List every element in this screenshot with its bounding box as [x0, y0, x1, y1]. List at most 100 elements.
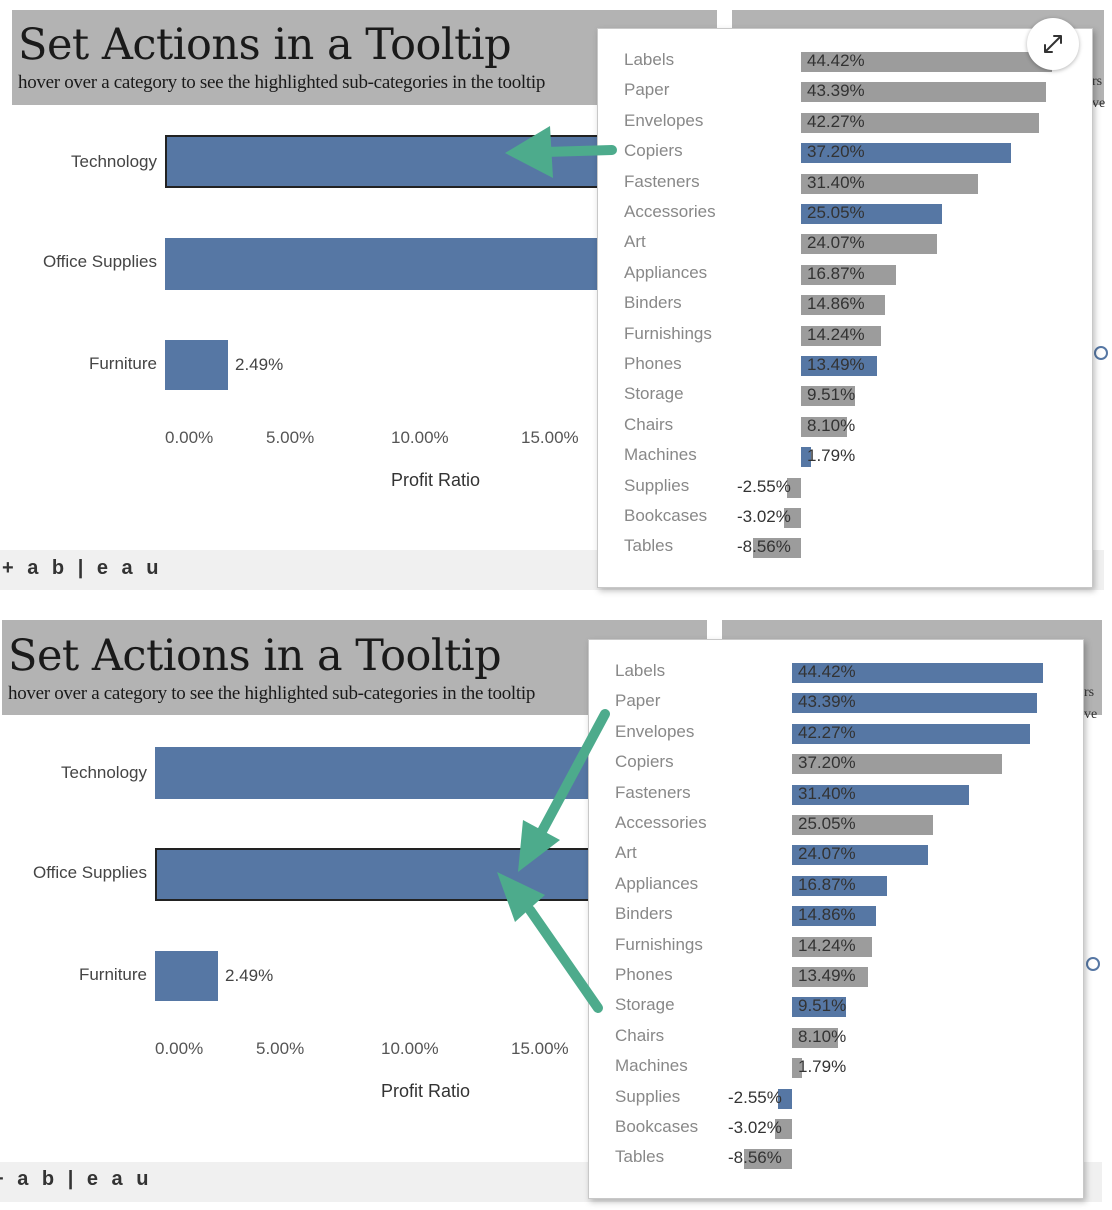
tooltip-value-label: 37.20%: [807, 142, 865, 162]
tooltip-bar[interactable]: [801, 264, 897, 285]
tooltip-row[interactable]: Furnishings 14.24%: [589, 932, 1083, 962]
tooltip-row[interactable]: Bookcases -3.02%: [589, 1114, 1083, 1144]
tooltip-bar[interactable]: [792, 663, 1043, 683]
tooltip-bar[interactable]: [774, 1119, 792, 1139]
axis-tick: 15.00%: [521, 428, 579, 447]
tooltip-bar[interactable]: [792, 875, 888, 896]
category-label-technology[interactable]: Technology: [70, 152, 157, 171]
tooltip-row[interactable]: Phones 13.49%: [598, 351, 1092, 381]
tooltip-row[interactable]: Art 24.07%: [589, 840, 1083, 870]
map-point-icon: [1086, 957, 1100, 971]
tooltip-bar[interactable]: [801, 52, 1052, 72]
tooltip-bar[interactable]: [792, 784, 970, 805]
tooltip-row[interactable]: Accessories 25.05%: [598, 199, 1092, 229]
tooltip-row[interactable]: Fasteners 31.40%: [589, 780, 1083, 810]
tooltip-row[interactable]: Supplies -2.55%: [598, 473, 1092, 503]
tooltip-bar[interactable]: [752, 538, 801, 559]
tooltip-row[interactable]: Bookcases -3.02%: [598, 503, 1092, 533]
tooltip-row[interactable]: Machines 1.79%: [598, 442, 1092, 472]
tooltip-row[interactable]: Phones 13.49%: [589, 962, 1083, 992]
tooltip-row[interactable]: Machines 1.79%: [589, 1053, 1083, 1083]
tooltip-bar[interactable]: [792, 967, 869, 987]
tooltip-value-label: 14.86%: [807, 294, 865, 314]
tooltip-row[interactable]: Paper 43.39%: [589, 688, 1083, 718]
tooltip-bar[interactable]: [786, 477, 801, 498]
tooltip-bar[interactable]: [792, 754, 1002, 775]
tooltip-bar[interactable]: [801, 356, 878, 376]
tooltip-row-label: Envelopes: [615, 721, 695, 741]
tooltip-row[interactable]: Storage 9.51%: [598, 381, 1092, 411]
category-label-furniture[interactable]: Furniture: [88, 354, 157, 373]
tooltip-row[interactable]: Binders 14.86%: [598, 290, 1092, 320]
tooltip-row[interactable]: Art 24.07%: [598, 229, 1092, 259]
tooltip-row-label: Supplies: [615, 1086, 681, 1106]
category-bar-furniture[interactable]: [155, 951, 218, 1001]
tooltip-row[interactable]: Copiers 37.20%: [589, 749, 1083, 779]
tooltip-bar[interactable]: [792, 936, 873, 957]
tooltip-row[interactable]: Tables -8.56%: [589, 1144, 1083, 1174]
tooltip-row-label: Furnishings: [624, 323, 712, 343]
tooltip-row-label: Chairs: [624, 414, 674, 434]
tooltip-bar[interactable]: [801, 416, 847, 437]
tooltip-bar[interactable]: [801, 447, 812, 468]
tooltip-value-label: 16.87%: [798, 874, 856, 894]
tooltip-row[interactable]: Labels 44.42%: [589, 658, 1083, 688]
tooltip-bar[interactable]: [792, 997, 846, 1018]
tooltip-bar[interactable]: [801, 82, 1046, 103]
tooltip-row-label: Phones: [615, 965, 673, 984]
tooltip-row[interactable]: Binders 14.86%: [589, 901, 1083, 931]
tooltip-row[interactable]: Chairs 8.10%: [598, 412, 1092, 442]
tooltip-row[interactable]: Chairs 8.10%: [589, 1023, 1083, 1053]
tooltip-bar[interactable]: [801, 295, 885, 316]
tooltip-row-label: Envelopes: [624, 110, 704, 130]
tooltip-bar[interactable]: [801, 143, 1011, 164]
category-label-office-supplies[interactable]: Office Supplies: [42, 252, 157, 271]
tooltip-value-label: -2.55%: [737, 476, 791, 496]
tooltip-bar[interactable]: [792, 723, 1031, 744]
map-point-icon: [1094, 346, 1108, 360]
tooltip-row[interactable]: Furnishings 14.24%: [598, 321, 1092, 351]
tooltip-row[interactable]: Appliances 16.87%: [589, 871, 1083, 901]
tooltip-bar[interactable]: [792, 1027, 838, 1048]
tooltip-value-label: -8.56%: [728, 1148, 782, 1168]
tooltip-bar[interactable]: [792, 815, 934, 835]
tooltip-row[interactable]: Supplies -2.55%: [589, 1084, 1083, 1114]
tooltip-bar[interactable]: [792, 693, 1037, 714]
category-bar-furniture[interactable]: [165, 340, 228, 390]
tooltip-row-label: Accessories: [615, 813, 707, 832]
tooltip-value-label: 9.51%: [807, 385, 856, 405]
tooltip-row[interactable]: Paper 43.39%: [598, 77, 1092, 107]
tooltip-bar[interactable]: [801, 386, 855, 407]
tooltip-row[interactable]: Appliances 16.87%: [598, 260, 1092, 290]
tooltip-row-label: Binders: [624, 293, 682, 313]
tooltip-bar[interactable]: [783, 508, 801, 528]
tooltip-row[interactable]: Accessories 25.05%: [589, 810, 1083, 840]
expand-button[interactable]: [1027, 18, 1079, 70]
annotation-arrow: [505, 126, 617, 178]
category-label-furniture[interactable]: Furniture: [78, 965, 147, 984]
category-label-office-supplies[interactable]: Office Supplies: [32, 863, 147, 882]
tooltip-value-label: 44.42%: [798, 662, 856, 681]
category-bar-technology[interactable]: [155, 747, 590, 799]
tooltip-row-label: Tables: [615, 1147, 665, 1167]
tooltip-row[interactable]: Tables -8.56%: [598, 533, 1092, 563]
tooltip-bar[interactable]: [801, 112, 1040, 133]
tooltip-bar[interactable]: [801, 173, 979, 194]
tooltip-bar[interactable]: [801, 325, 882, 346]
tooltip-bar[interactable]: [792, 906, 876, 927]
tooltip-row[interactable]: Labels 44.42%: [598, 47, 1092, 77]
tooltip-row[interactable]: Envelopes 42.27%: [598, 108, 1092, 138]
tooltip-row[interactable]: Storage 9.51%: [589, 992, 1083, 1022]
tooltip-bar[interactable]: [801, 234, 937, 255]
tooltip-row[interactable]: Envelopes 42.27%: [589, 719, 1083, 749]
category-bar-office-supplies[interactable]: [165, 238, 600, 290]
tooltip-row-label: Fasteners: [624, 171, 700, 191]
tooltip-bar[interactable]: [801, 204, 943, 224]
tooltip-row[interactable]: Fasteners 31.40%: [598, 169, 1092, 199]
tooltip-row[interactable]: Copiers 37.20%: [598, 138, 1092, 168]
tooltip-bar[interactable]: [792, 845, 928, 866]
category-label-technology[interactable]: Technology: [60, 763, 147, 782]
tooltip-bar[interactable]: [743, 1149, 792, 1170]
tooltip-bar[interactable]: [792, 1058, 803, 1079]
tooltip-bar[interactable]: [777, 1088, 792, 1109]
